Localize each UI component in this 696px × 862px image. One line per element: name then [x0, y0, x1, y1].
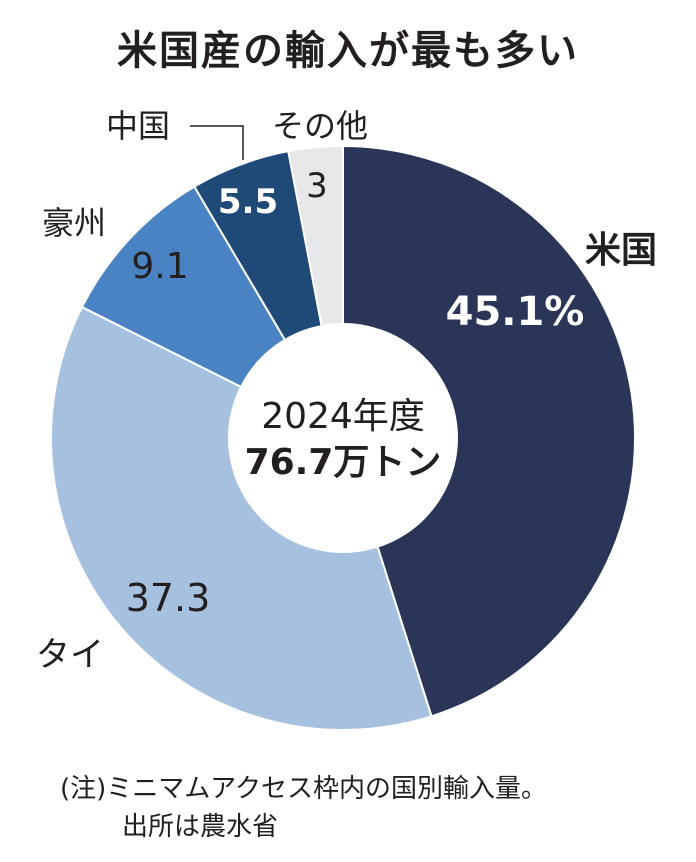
legend-label-australia: 豪州 [42, 204, 106, 242]
value-label-thailand: 37.3 [126, 576, 211, 620]
slice-0 [342, 144, 636, 718]
legend-label-thailand: タイ [36, 635, 104, 675]
center-label-year: 2024年度 [261, 396, 425, 437]
legend-label-usa: 米国 [585, 230, 657, 271]
donut-hole [228, 323, 458, 553]
slice-1 [50, 305, 433, 731]
center-label-total: 76.7万トン [245, 442, 442, 483]
chart-title: 米国産の輸入が最も多い [117, 28, 579, 74]
value-label-other: 3 [306, 166, 328, 206]
china-leader-line [190, 125, 244, 160]
legend-label-other: その他 [272, 107, 368, 145]
footnote-source: 出所は農水省 [122, 812, 279, 842]
legend-label-china: 中国 [106, 107, 170, 145]
footnote-note: (注)ミニマムアクセス枠内の国別輸入量。 [60, 774, 547, 804]
donut-chart: 2024年度 76.7万トン 米国 タイ 豪州 中国 その他 45.1% 37.… [36, 107, 657, 731]
value-label-usa: 45.1% [446, 289, 585, 335]
value-label-australia: 9.1 [131, 246, 188, 287]
value-label-china: 5.5 [218, 182, 278, 222]
slices-group [50, 144, 636, 731]
